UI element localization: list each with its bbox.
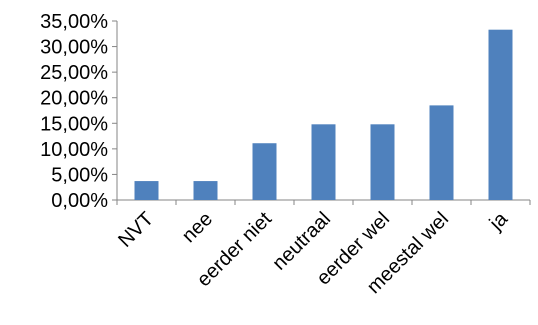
x-tick-label: ja	[485, 207, 513, 235]
y-tick-label: 5,00%	[51, 164, 108, 186]
y-axis: 0,00% 5,00% 10,00% 15,00% 20,00% 25,00% 30,00%…	[40, 11, 118, 212]
y-tick-label: 30,00%	[40, 37, 108, 59]
x-tick-label: NVT	[114, 208, 158, 252]
y-tick-label: 25,00%	[40, 62, 108, 84]
y-tick-label: 35,00%	[40, 11, 108, 33]
y-tick-label: 15,00%	[40, 113, 108, 135]
bar-NVT	[134, 181, 159, 200]
y-tick-label: 10,00%	[40, 139, 108, 161]
bar-meestal-wel	[429, 105, 454, 200]
bar-ja	[488, 29, 513, 200]
y-tick-label: 0,00%	[51, 190, 108, 212]
x-tick-label: nee	[178, 208, 217, 247]
bar-nee	[193, 181, 218, 200]
y-tick-label: 20,00%	[40, 88, 108, 110]
bars	[134, 29, 513, 200]
bar-eerder-wel	[370, 124, 395, 200]
bar-neutraal	[311, 124, 336, 200]
bar-eerder-niet	[252, 143, 277, 200]
